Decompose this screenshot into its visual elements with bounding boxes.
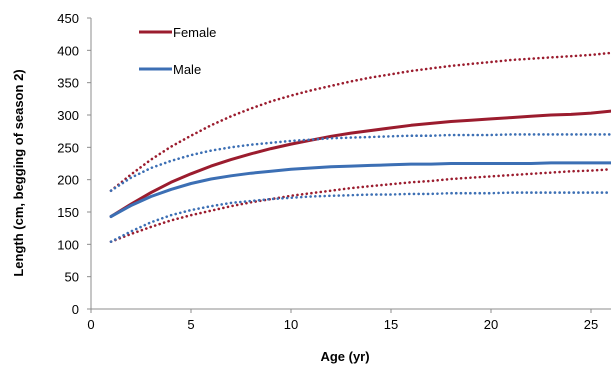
series-lines (109, 51, 611, 243)
legend: Female Male (139, 25, 216, 77)
male-mean-line (109, 161, 611, 218)
legend-item-female: Female (139, 25, 216, 40)
x-tick-label: 10 (284, 317, 298, 332)
y-tick-label: 150 (57, 205, 79, 220)
x-tick-label: 20 (484, 317, 498, 332)
y-tick-label: 250 (57, 140, 79, 155)
x-tick-label: 0 (87, 317, 94, 332)
y-tick-label: 0 (72, 302, 79, 317)
x-tick-label: 15 (384, 317, 398, 332)
legend-label-female: Female (173, 25, 216, 40)
y-tick-label: 100 (57, 237, 79, 252)
male-lower-bound-line (109, 191, 611, 243)
x-tick-label: 5 (187, 317, 194, 332)
x-axis-title: Age (yr) (320, 349, 369, 364)
y-tick-label: 450 (57, 11, 79, 26)
y-tick-label: 300 (57, 108, 79, 123)
y-tick-label: 50 (65, 270, 79, 285)
plot-area: 0 5 10 15 20 25 0 50 100 150 200 250 300 350 400 450 (57, 11, 611, 332)
male-upper-bound-line (109, 133, 611, 192)
y-tick-label: 200 (57, 173, 79, 188)
y-axis-title: Length (cm, begging of season 2) (11, 69, 26, 276)
female-lower-bound-line (109, 168, 611, 243)
y-tick-label: 400 (57, 43, 79, 58)
x-tick-label: 25 (584, 317, 598, 332)
legend-item-male: Male (139, 62, 201, 77)
y-tick-label: 350 (57, 76, 79, 91)
female-mean-line (109, 109, 611, 218)
x-ticks: 0 5 10 15 20 25 (87, 309, 598, 332)
female-upper-bound-line (109, 51, 611, 192)
legend-label-male: Male (173, 62, 201, 77)
y-ticks: 0 50 100 150 200 250 300 350 400 450 (57, 11, 91, 317)
